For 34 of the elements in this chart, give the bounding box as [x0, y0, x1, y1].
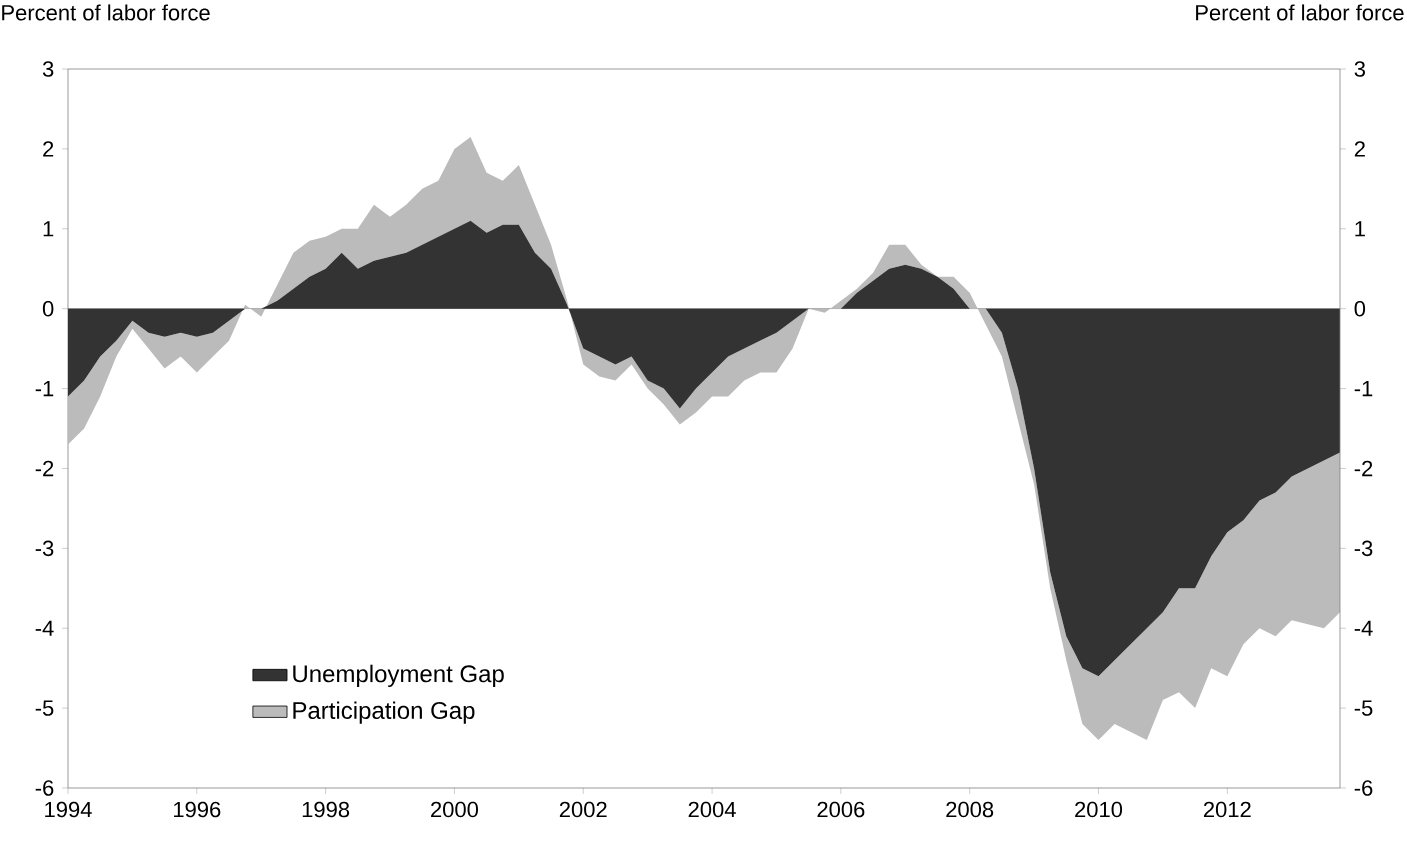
y2-tick-label: -6 — [1354, 780, 1373, 796]
x-tick-label: 2010 — [1075, 801, 1123, 818]
x-tick-label: 1998 — [302, 801, 350, 818]
y-tick-label: -5 — [35, 700, 54, 716]
y-tick-label: -2 — [35, 460, 54, 477]
y2-tick-label: -4 — [1354, 620, 1373, 636]
y-tick-label: -4 — [35, 620, 54, 636]
y-axis-title: Percent of labor force — [2, 4, 210, 21]
y2-tick-label: 1 — [1355, 221, 1365, 237]
y-tick-label: -6 — [35, 780, 54, 796]
y-tick-label: 1 — [43, 221, 54, 237]
x-tick-label: 2000 — [431, 801, 479, 818]
y2-tick-label: 0 — [1354, 300, 1366, 317]
x-tick-label: 2002 — [559, 801, 607, 818]
y-tick-label: 2 — [43, 141, 54, 157]
y2-tick-label: 3 — [1354, 61, 1365, 77]
y2-axis-title: Percent of labor force — [1196, 4, 1404, 21]
legend-label: Unemployment Gap — [293, 664, 504, 688]
x-tick-label: 2012 — [1203, 801, 1251, 818]
y-tick-label: 0 — [42, 300, 54, 317]
x-tick-label: 2006 — [817, 801, 865, 818]
y2-tick-label: -5 — [1354, 700, 1373, 716]
x-tick-label: 2004 — [688, 801, 736, 818]
x-tick-label: 1994 — [45, 801, 92, 818]
y-tick-label: -3 — [35, 540, 54, 557]
y2-tick-label: -3 — [1354, 540, 1373, 557]
y-tick-label: 3 — [42, 61, 54, 77]
x-tick-label: 1996 — [174, 801, 221, 818]
x-tick-label: 2008 — [946, 801, 994, 818]
legend-label: Participation Gap — [293, 701, 475, 724]
y2-tick-label: 2 — [1354, 141, 1365, 157]
y2-tick-label: -2 — [1354, 460, 1373, 477]
y-tick-label: -1 — [35, 381, 54, 397]
y2-tick-label: -1 — [1354, 381, 1373, 397]
